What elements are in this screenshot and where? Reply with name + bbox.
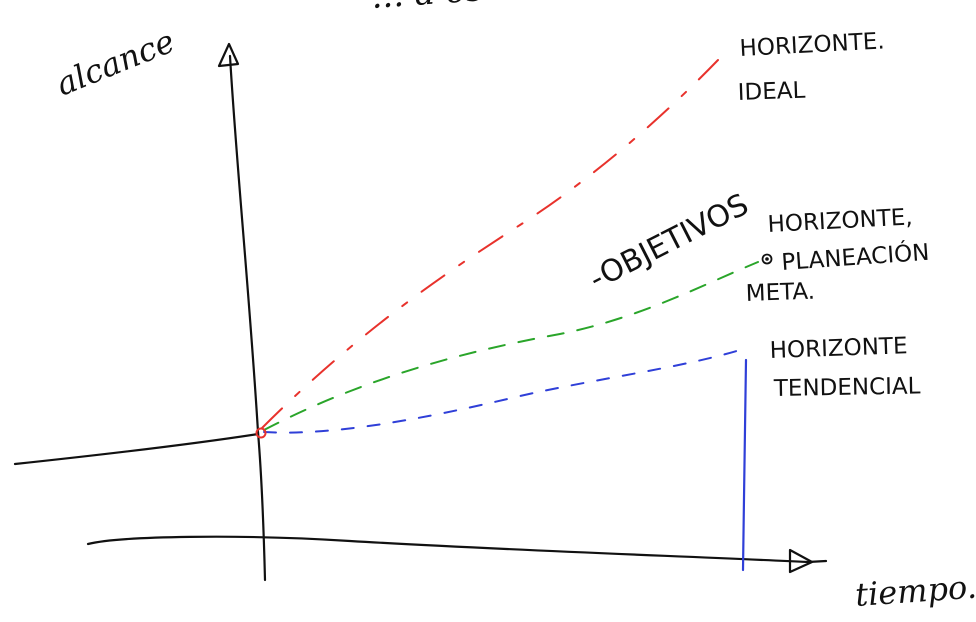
label-horizon-ideal-line2: IDEAL xyxy=(737,78,806,106)
horizon-end-line xyxy=(741,358,748,572)
label-horizon-meta-line3: META. xyxy=(745,279,815,307)
target-marker-inner xyxy=(765,257,769,261)
label-horizon-ideal: HORIZONTE. IDEAL xyxy=(737,28,885,106)
x-axis-arrowhead xyxy=(788,548,814,574)
x-axis-label: tiempo. xyxy=(854,568,976,614)
start-point xyxy=(255,427,267,439)
label-horizon-meta-line1: HORIZONTE, xyxy=(767,204,913,238)
target-marker-outer xyxy=(761,253,773,265)
x-axis-tail xyxy=(806,559,828,564)
label-horizon-meta: HORIZONTE, PLANEACIÓN META. xyxy=(745,204,930,307)
label-horizon-tendencial: HORIZONTE TENDENCIAL xyxy=(769,333,921,402)
horizon-tendencial-curve xyxy=(263,349,741,434)
annotation-objetivos: -OBJETIVOS xyxy=(584,187,754,297)
header-text: ... a os de valores de ... 100. xyxy=(370,0,854,17)
label-horizon-ideal-line1: HORIZONTE. xyxy=(739,28,885,62)
x-axis-line xyxy=(86,535,810,564)
y-axis-arrowhead xyxy=(217,42,240,68)
baseline-left xyxy=(13,432,260,466)
horizon-meta-curve xyxy=(263,261,759,431)
label-horizon-tendencial-line1: HORIZONTE xyxy=(769,333,908,364)
label-horizon-tendencial-line2: TENDENCIAL xyxy=(773,373,921,402)
y-axis-label: alcance xyxy=(51,22,180,104)
label-horizon-meta-line2: PLANEACIÓN xyxy=(780,238,930,276)
horizon-ideal-curve xyxy=(261,59,719,429)
y-axis-line xyxy=(228,54,267,582)
